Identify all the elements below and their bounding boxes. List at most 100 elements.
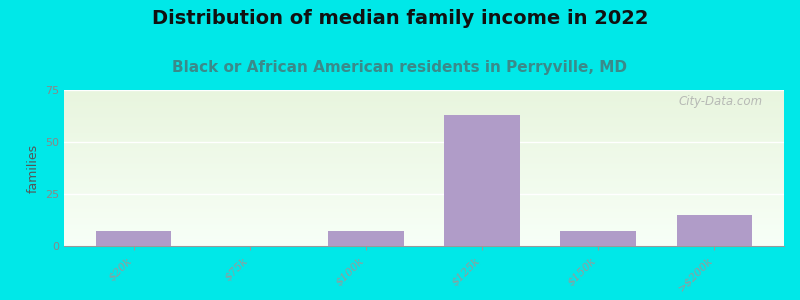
Bar [64,178,784,179]
Bar [64,106,784,107]
Bar [64,142,784,143]
Bar [64,162,784,163]
Bar [64,240,784,241]
Bar [64,171,784,172]
Bar [64,92,784,93]
Bar [64,139,784,140]
Bar [64,209,784,210]
Bar [64,239,784,240]
Bar [64,206,784,207]
Bar [64,216,784,217]
Bar [64,159,784,160]
Bar [64,212,784,213]
Bar [64,241,784,242]
Bar [64,96,784,97]
Bar [64,244,784,245]
Bar [64,197,784,198]
Bar [64,230,784,231]
Bar [64,129,784,130]
Bar [64,144,784,145]
Bar [64,125,784,126]
Bar [64,100,784,101]
Bar [64,243,784,244]
Bar [64,115,784,116]
Bar [64,233,784,234]
Y-axis label: families: families [26,143,39,193]
Bar [64,217,784,218]
Bar [64,195,784,196]
Bar [64,175,784,176]
Bar [64,210,784,211]
Bar [64,134,784,135]
Bar [64,202,784,203]
Bar [64,101,784,102]
Bar [64,105,784,106]
Bar [64,196,784,197]
Bar [64,225,784,226]
Bar [64,147,784,148]
Bar [64,184,784,185]
Bar [64,189,784,190]
Bar [64,234,784,235]
Bar [64,149,784,150]
Bar [64,151,784,152]
Bar [64,180,784,181]
Bar [64,104,784,105]
Bar [64,128,784,129]
Bar [64,167,784,168]
Bar [64,238,784,239]
Bar [64,199,784,200]
Bar [561,231,636,246]
Bar [64,165,784,166]
Bar [64,169,784,170]
Bar [64,170,784,171]
Bar [64,176,784,177]
Bar [64,109,784,110]
Bar [64,194,784,195]
Bar [64,231,784,232]
Bar [64,226,784,227]
Bar [64,193,784,194]
Bar [64,187,784,188]
Bar [64,185,784,186]
Bar [64,154,784,155]
Bar [64,131,784,132]
Bar [64,120,784,121]
Bar [64,124,784,125]
Bar [64,221,784,222]
Bar [64,133,784,134]
Bar [64,218,784,219]
Bar [64,111,784,112]
Bar [64,90,784,91]
Bar [64,219,784,220]
Bar [64,152,784,153]
Bar [64,118,784,119]
Bar [64,121,784,122]
Bar [64,107,784,108]
Bar [64,143,784,144]
Bar [64,135,784,136]
Bar [64,179,784,180]
Bar [64,138,784,139]
Bar [64,188,784,189]
Bar [64,235,784,236]
Bar [64,126,784,127]
Bar [64,227,784,228]
Bar [64,205,784,206]
Bar [64,146,784,147]
Bar [64,153,784,154]
Bar [64,236,784,237]
Bar [64,150,784,151]
Bar [64,203,784,204]
Bar [64,186,784,187]
Bar [64,166,784,167]
Bar [64,172,784,173]
Bar [64,110,784,111]
Bar [64,181,784,182]
Bar [64,112,784,113]
Bar [64,229,784,230]
Bar [64,158,784,159]
Bar [677,215,752,246]
Bar [64,223,784,224]
Bar [64,200,784,201]
